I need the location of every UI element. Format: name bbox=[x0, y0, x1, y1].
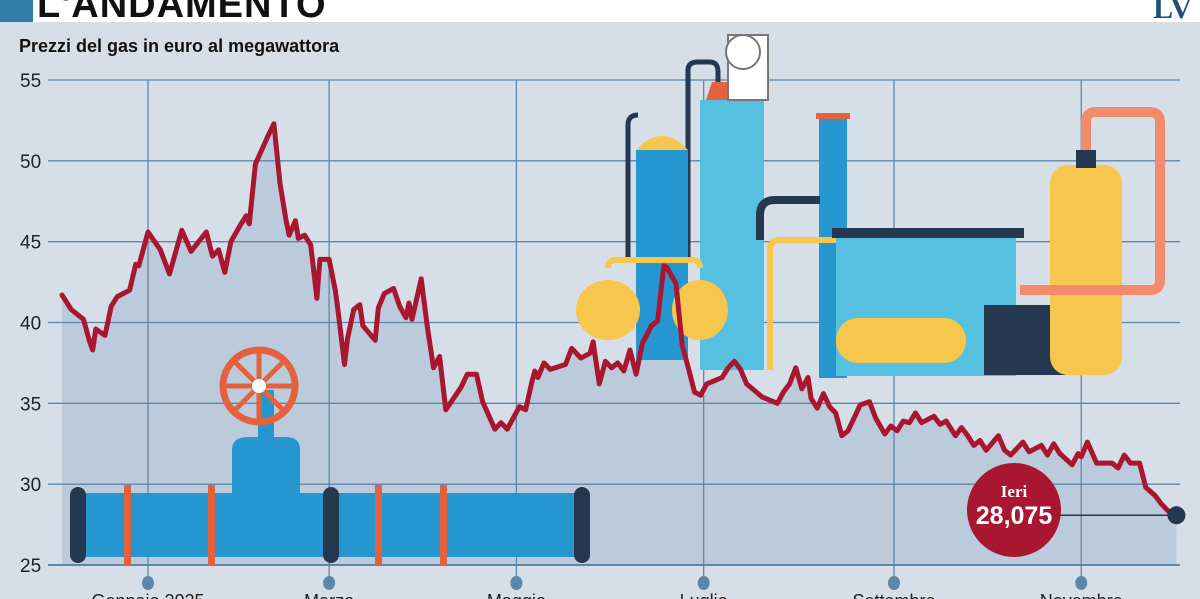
industrial-illustration bbox=[70, 34, 1165, 565]
x-tick-label: Marzo bbox=[304, 591, 354, 599]
x-tick-label: Settembre bbox=[852, 591, 935, 599]
chart-title: Prezzi del gas in euro al megawattora bbox=[19, 36, 340, 56]
y-tick-label: 40 bbox=[20, 314, 41, 335]
page-title: L'ANDAMENTO bbox=[37, 0, 327, 22]
y-tick-label: 25 bbox=[20, 556, 41, 577]
latest-value-callout: Ieri 28,075 bbox=[967, 463, 1061, 557]
y-tick-label: 30 bbox=[20, 475, 41, 496]
callout-value: 28,075 bbox=[975, 502, 1053, 530]
x-tick-label: Novembre bbox=[1040, 591, 1123, 599]
x-tick-marker bbox=[697, 576, 710, 590]
factory-icon bbox=[576, 34, 1165, 378]
price-line bbox=[59, 121, 1179, 518]
y-tick-label: 55 bbox=[20, 71, 41, 92]
x-tick-label: Gennaio 2025 bbox=[91, 591, 204, 599]
x-tick-marker bbox=[510, 576, 523, 590]
latest-point-marker bbox=[1167, 506, 1186, 525]
x-tick-marker bbox=[1075, 576, 1088, 590]
y-tick-label: 45 bbox=[20, 233, 41, 254]
y-tick-label: 35 bbox=[20, 394, 41, 415]
x-tick-label: Luglio bbox=[680, 591, 728, 599]
x-tick-marker bbox=[323, 576, 336, 590]
x-tick-marker bbox=[888, 576, 901, 590]
x-tick-label: Maggio bbox=[487, 591, 546, 599]
y-tick-label: 50 bbox=[20, 152, 41, 173]
pipeline-icon bbox=[70, 390, 590, 565]
x-tick-marker bbox=[142, 576, 154, 590]
header-bar: L'ANDAMENTO LV bbox=[0, 0, 1200, 22]
valve-wheel-icon bbox=[219, 346, 299, 426]
lv-logo: LV bbox=[1153, 0, 1192, 22]
header-accent-square bbox=[0, 0, 33, 22]
callout-label: Ieri bbox=[1000, 482, 1028, 501]
area-fill bbox=[62, 123, 1177, 565]
